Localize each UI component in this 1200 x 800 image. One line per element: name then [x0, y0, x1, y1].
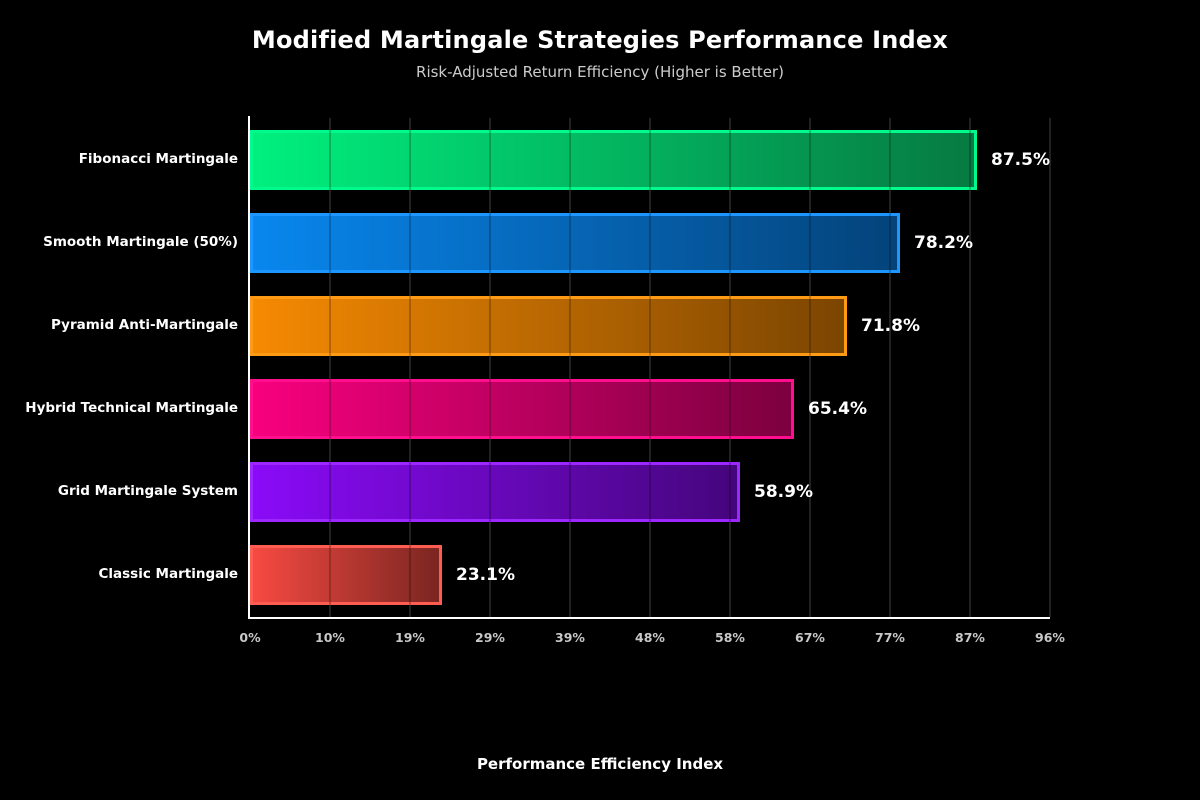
- plot-area: 87.5% 78.2% 71.8% 65.4% 58.9% 23.1% 0% 10% 19% 29…: [239, 116, 1065, 645]
- gridline-overlay: [1049, 118, 1051, 617]
- bar-classic-martingale: [250, 545, 442, 605]
- gridline-overlay: [889, 118, 891, 617]
- bar-value-label: 87.5%: [991, 150, 1050, 170]
- x-tick-label: 58%: [715, 630, 745, 645]
- gridline: [649, 118, 651, 617]
- gridline-overlay: [409, 118, 411, 617]
- bar-value-label: 71.8%: [861, 316, 920, 336]
- category-label: Classic Martingale: [98, 566, 239, 582]
- gridline: [569, 118, 571, 617]
- bar-value-label: 78.2%: [914, 233, 973, 253]
- chart-subtitle: Risk-Adjusted Return Efficiency (Higher …: [416, 63, 784, 81]
- bar-fibonacci-martingale: [250, 130, 977, 190]
- x-axis-spine: [248, 617, 1050, 619]
- x-tick-label: 19%: [395, 630, 425, 645]
- bar-value-label: 23.1%: [456, 565, 515, 585]
- chart-title: Modified Martingale Strategies Performan…: [251, 26, 949, 54]
- x-tick-label: 29%: [475, 630, 505, 645]
- x-axis-label: Performance Efficiency Index: [476, 755, 724, 773]
- gridline: [489, 118, 491, 617]
- gridline-overlay: [729, 118, 731, 617]
- x-tick-label: 39%: [555, 630, 585, 645]
- gridline-overlay: [969, 118, 971, 617]
- bar-smooth-martingale-50: [250, 213, 900, 273]
- gridline-overlay: [569, 118, 571, 617]
- x-tick-label: 10%: [315, 630, 345, 645]
- x-tick-label: 0%: [239, 630, 261, 645]
- category-label: Hybrid Technical Martingale: [25, 400, 238, 416]
- bar-value-label: 65.4%: [808, 399, 867, 419]
- category-label: Pyramid Anti-Martingale: [51, 317, 238, 333]
- bar-value-label: 58.9%: [754, 482, 813, 502]
- bar-grid-martingale-system: [250, 462, 740, 522]
- bar-pyramid-anti-martingale: [250, 296, 847, 356]
- gridline-overlay: [489, 118, 491, 617]
- gridline: [809, 118, 811, 617]
- x-tick-label: 48%: [635, 630, 665, 645]
- gridline: [969, 118, 971, 617]
- y-axis-spine: [248, 116, 250, 619]
- category-label: Smooth Martingale (50%): [43, 234, 238, 250]
- gridline-overlay: [329, 118, 331, 617]
- x-tick-label: 87%: [955, 630, 985, 645]
- gridline: [1049, 118, 1051, 617]
- x-tick-label: 96%: [1035, 630, 1065, 645]
- bar-hybrid-technical-martingale: [250, 379, 794, 439]
- gridline: [889, 118, 891, 617]
- gridline-overlay: [809, 118, 811, 617]
- gridline: [329, 118, 331, 617]
- gridline: [729, 118, 731, 617]
- gridline-overlay: [649, 118, 651, 617]
- category-label: Grid Martingale System: [57, 483, 238, 499]
- gridline: [409, 118, 411, 617]
- x-tick-label: 77%: [875, 630, 905, 645]
- x-tick-label: 67%: [795, 630, 825, 645]
- category-label: Fibonacci Martingale: [78, 151, 238, 167]
